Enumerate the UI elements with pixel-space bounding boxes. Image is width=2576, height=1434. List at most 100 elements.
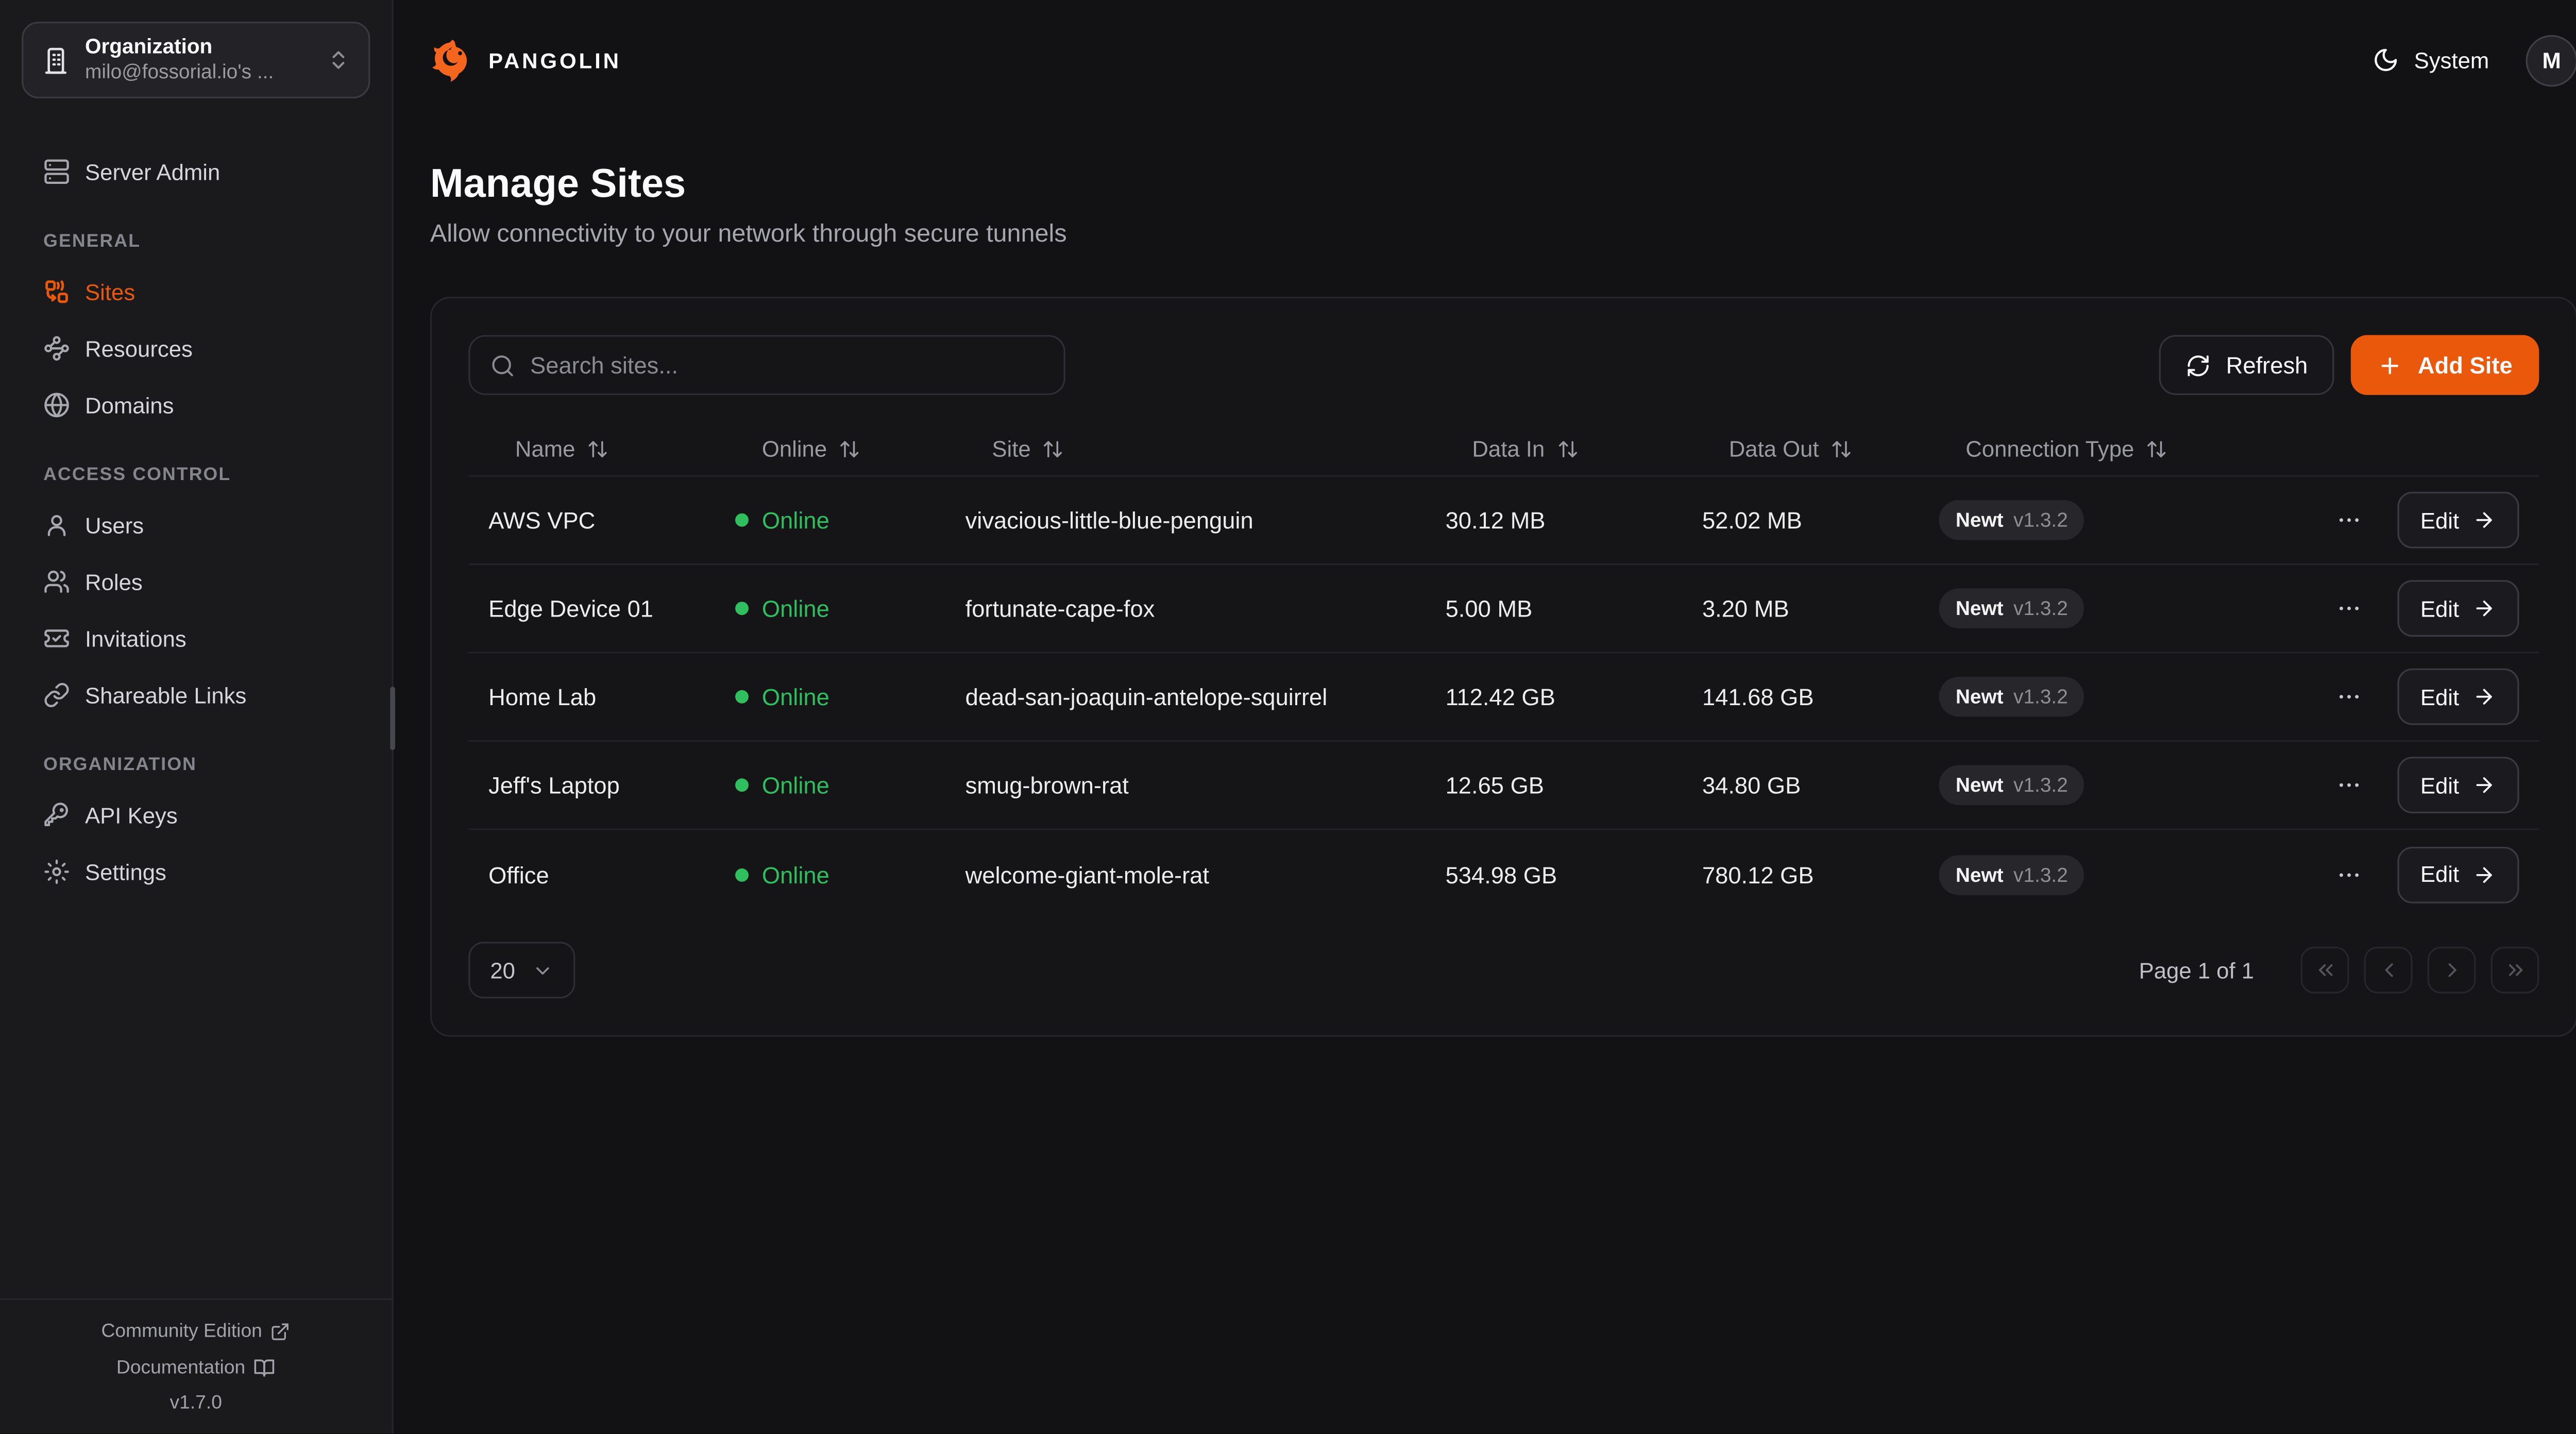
link-icon: [43, 682, 70, 709]
column-header-site[interactable]: Site: [945, 436, 1426, 461]
online-dot: [735, 690, 749, 704]
documentation-link[interactable]: Documentation: [16, 1357, 375, 1378]
add-site-button[interactable]: Add Site: [2351, 335, 2539, 395]
cell-online: Online: [715, 595, 945, 622]
cell-name: Home Lab: [488, 683, 597, 710]
sort-icon: [839, 437, 860, 459]
sidebar-item-server-admin[interactable]: Server Admin: [22, 151, 370, 192]
pangolin-logo-icon: [430, 38, 475, 82]
online-dot: [735, 778, 749, 792]
cell-data-in: 12.65 GB: [1445, 772, 1545, 799]
users-icon: [43, 568, 70, 595]
card-toolbar: Refresh Add Site: [468, 335, 2539, 395]
table-row: Office Online welcome-giant-mole-rat 534…: [468, 830, 2539, 919]
cell-name: Office: [488, 861, 549, 888]
last-page-button[interactable]: [2490, 947, 2539, 994]
sidebar-item-domains[interactable]: Domains: [22, 385, 370, 425]
connection-badge: Newt v1.3.2: [1939, 676, 2085, 717]
sort-icon: [1831, 437, 1852, 459]
cell-connection-type: Newt v1.3.2: [1919, 676, 2319, 717]
plus-icon: [2378, 352, 2403, 378]
sidebar-item-label: Roles: [85, 569, 143, 594]
connection-badge: Newt v1.3.2: [1939, 854, 2085, 895]
column-header-data-out[interactable]: Data Out: [1682, 436, 1919, 461]
search-input[interactable]: [530, 351, 1044, 379]
cell-site: smug-brown-rat: [965, 772, 1129, 799]
edit-button[interactable]: Edit: [2397, 491, 2519, 549]
edit-button[interactable]: Edit: [2397, 668, 2519, 725]
previous-page-button[interactable]: [2364, 947, 2413, 994]
cell-online: Online: [715, 861, 945, 887]
online-dot: [735, 513, 749, 527]
edit-button[interactable]: Edit: [2397, 757, 2519, 814]
row-menu-button[interactable]: [2329, 765, 2369, 805]
column-header-name[interactable]: Name: [468, 436, 715, 461]
edit-button[interactable]: Edit: [2397, 846, 2519, 903]
refresh-button[interactable]: Refresh: [2159, 335, 2335, 395]
page-subtitle: Allow connectivity to your network throu…: [430, 220, 1067, 249]
gear-icon: [43, 859, 70, 885]
theme-toggle[interactable]: System: [2372, 47, 2489, 74]
cell-data-in: 5.00 MB: [1445, 595, 1533, 622]
cell-connection-type: Newt v1.3.2: [1919, 500, 2319, 540]
organization-label: Organization: [85, 35, 213, 59]
community-edition-link[interactable]: Community Edition: [16, 1322, 375, 1342]
sort-icon: [587, 437, 608, 459]
cell-data-out: 3.20 MB: [1702, 595, 1789, 622]
cell-site: fortunate-cape-fox: [965, 595, 1155, 622]
sidebar-item-shareable-links[interactable]: Shareable Links: [22, 675, 370, 715]
cell-site: welcome-giant-mole-rat: [965, 861, 1210, 888]
first-page-button[interactable]: [2300, 947, 2349, 994]
organization-value: milo@fossorial.io's ...: [85, 60, 274, 83]
row-menu-button[interactable]: [2329, 500, 2369, 540]
sites-icon: [43, 278, 70, 305]
cell-connection-type: Newt v1.3.2: [1919, 588, 2319, 628]
edit-button[interactable]: Edit: [2397, 580, 2519, 637]
chevron-left-icon: [2377, 959, 2400, 982]
chevron-down-icon: [532, 959, 553, 981]
cell-data-in: 112.42 GB: [1445, 683, 1555, 710]
moon-icon: [2372, 47, 2399, 74]
search-icon: [490, 352, 515, 378]
cell-data-out: 141.68 GB: [1702, 683, 1814, 710]
chevrons-right-icon: [2503, 959, 2527, 982]
cell-name: AWS VPC: [488, 506, 596, 534]
page-status: Page 1 of 1: [2139, 958, 2255, 983]
page-size-select[interactable]: 20: [468, 942, 575, 999]
sidebar-item-roles[interactable]: Roles: [22, 562, 370, 602]
main-area: PANGOLIN System M Manage Sites Allow: [393, 0, 2576, 1433]
connection-badge: Newt v1.3.2: [1939, 765, 2085, 805]
row-menu-button[interactable]: [2329, 854, 2369, 894]
sidebar-item-settings[interactable]: Settings: [22, 852, 370, 892]
topbar: PANGOLIN System M: [394, 0, 2576, 120]
table-row: Edge Device 01 Online fortunate-cape-fox…: [468, 565, 2539, 654]
organization-selector[interactable]: Organization milo@fossorial.io's ...: [22, 22, 370, 98]
cell-data-in: 534.98 GB: [1445, 861, 1557, 888]
avatar[interactable]: M: [2526, 34, 2576, 86]
row-menu-button[interactable]: [2329, 588, 2369, 628]
sidebar-item-label: Domains: [85, 392, 174, 418]
cell-data-out: 780.12 GB: [1702, 861, 1814, 888]
column-header-online[interactable]: Online: [715, 436, 945, 461]
cell-connection-type: Newt v1.3.2: [1919, 765, 2319, 805]
sidebar-item-resources[interactable]: Resources: [22, 328, 370, 368]
next-page-button[interactable]: [2427, 947, 2476, 994]
pagination-bar: 20 Page 1 of 1: [468, 942, 2539, 999]
cell-data-out: 34.80 GB: [1702, 772, 1801, 799]
online-dot: [735, 602, 749, 616]
column-header-connection-type[interactable]: Connection Type: [1919, 436, 2319, 461]
column-header-data-in[interactable]: Data In: [1426, 436, 1682, 461]
sidebar-item-invitations[interactable]: Invitations: [22, 619, 370, 659]
arrow-right-icon: [2472, 774, 2496, 797]
online-dot: [735, 867, 749, 881]
sidebar-item-api-keys[interactable]: API Keys: [22, 795, 370, 835]
row-menu-button[interactable]: [2329, 677, 2369, 717]
sidebar-resize-handle[interactable]: [390, 687, 395, 750]
sidebar-item-sites[interactable]: Sites: [22, 271, 370, 312]
version-label: v1.7.0: [170, 1393, 222, 1414]
cell-online: Online: [715, 507, 945, 534]
section-access-control: ACCESS CONTROL: [43, 465, 231, 485]
page-content: Manage Sites Allow connectivity to your …: [394, 120, 2576, 1037]
sidebar: Organization milo@fossorial.io's ... Ser…: [0, 0, 395, 1433]
sidebar-item-users[interactable]: Users: [22, 505, 370, 545]
